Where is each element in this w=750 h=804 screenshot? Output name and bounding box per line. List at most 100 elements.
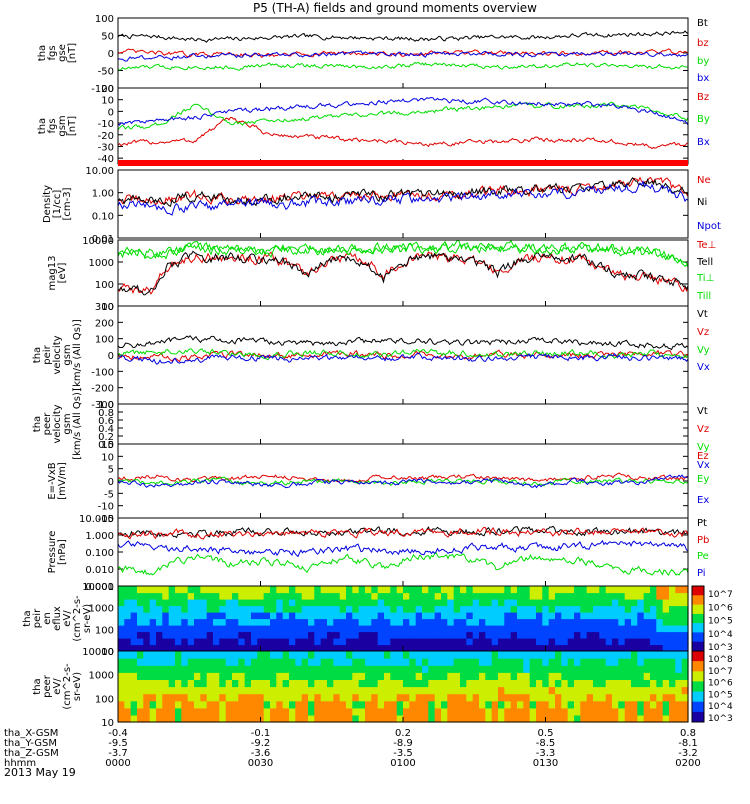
- heatmap-cell: [504, 586, 512, 594]
- heatmap-cell: [498, 651, 505, 659]
- heatmap-cell: [580, 679, 588, 688]
- heatmap-cell: [130, 665, 138, 673]
- heatmap-cell: [339, 693, 347, 702]
- heatmap-cell: [612, 658, 619, 666]
- heatmap-cell: [491, 586, 499, 594]
- heatmap-cell: [320, 665, 328, 673]
- heatmap-cell: [396, 644, 404, 652]
- heatmap-cell: [618, 586, 626, 594]
- heatmap-cell: [504, 693, 512, 702]
- heatmap-cell: [276, 679, 284, 688]
- heatmap-cell: [175, 700, 182, 709]
- heatmap-cell: [358, 644, 366, 652]
- y-tick-label: -200: [91, 384, 114, 395]
- heatmap-cell: [257, 625, 265, 633]
- heatmap-cell: [225, 605, 233, 613]
- heatmap-cell: [320, 714, 328, 723]
- heatmap-cell: [137, 658, 144, 666]
- heatmap-cell: [232, 665, 239, 673]
- heatmap-cell: [675, 707, 683, 716]
- heatmap-cell: [605, 586, 613, 594]
- heatmap-cell: [181, 599, 189, 607]
- heatmap-cell: [137, 638, 144, 646]
- heatmap-cell: [422, 693, 429, 702]
- heatmap-cell: [624, 625, 632, 633]
- heatmap-cell: [156, 592, 163, 600]
- heatmap-cell: [238, 686, 246, 695]
- heatmap-cell: [168, 665, 176, 673]
- heatmap-cell: [187, 612, 195, 620]
- heatmap-cell: [301, 592, 309, 600]
- y-tick-label: 10: [101, 647, 114, 658]
- heatmap-cell: [352, 586, 360, 594]
- heatmap-cell: [295, 679, 303, 688]
- heatmap-cell: [498, 599, 505, 607]
- heatmap-cell: [593, 599, 600, 607]
- heatmap-cell: [453, 592, 461, 600]
- heatmap-cell: [238, 672, 246, 680]
- heatmap-cell: [675, 700, 683, 709]
- heatmap-cell: [485, 631, 493, 639]
- heatmap-cell: [295, 707, 303, 716]
- legend-item: Vy: [697, 442, 710, 453]
- heatmap-cell: [390, 592, 398, 600]
- heatmap-cell: [232, 714, 239, 723]
- heatmap-cell: [574, 700, 581, 709]
- heatmap-cell: [156, 672, 163, 680]
- heatmap-cell: [580, 631, 588, 639]
- date-label: 2013 May 19: [4, 766, 76, 779]
- heatmap-cell: [137, 592, 144, 600]
- heatmap-cell: [675, 651, 683, 659]
- legend-item: Tell: [696, 257, 713, 268]
- heatmap-cell: [194, 679, 201, 688]
- heatmap-cell: [377, 638, 385, 646]
- heatmap-cell: [631, 625, 638, 633]
- heatmap-cell: [168, 672, 176, 680]
- heatmap-cell: [137, 714, 144, 723]
- heatmap-cell: [662, 586, 670, 594]
- heatmap-cell: [327, 665, 334, 673]
- heatmap-cell: [308, 599, 315, 607]
- heatmap-cell: [352, 651, 360, 659]
- heatmap-cell: [346, 693, 353, 702]
- y-tick-label: 0.4: [98, 424, 114, 435]
- heatmap-cell: [542, 700, 550, 709]
- heatmap-cell: [143, 665, 151, 673]
- heatmap-cell: [561, 686, 569, 695]
- heatmap-cell: [365, 658, 372, 666]
- heatmap-cell: [662, 644, 670, 652]
- heatmap-cell: [656, 625, 664, 633]
- heatmap-cell: [491, 612, 499, 620]
- heatmap-cell: [434, 618, 442, 626]
- heatmap-cell: [276, 631, 284, 639]
- heatmap-cell: [225, 707, 233, 716]
- heatmap-cell: [320, 592, 328, 600]
- y-axis-label: peer: [42, 674, 53, 698]
- heatmap-cell: [517, 672, 524, 680]
- heatmap-cell: [542, 707, 550, 716]
- heatmap-cell: [149, 658, 157, 666]
- legend-item: Vy: [697, 345, 710, 356]
- heatmap-cell: [434, 586, 442, 594]
- heatmap-cell: [403, 700, 410, 709]
- heatmap-cell: [441, 592, 448, 600]
- heatmap-cell: [504, 707, 512, 716]
- heatmap-cell: [295, 672, 303, 680]
- heatmap-cell: [327, 700, 334, 709]
- heatmap-cell: [301, 714, 309, 723]
- heatmap-cell: [466, 679, 474, 688]
- heatmap-cell: [168, 631, 176, 639]
- heatmap-cell: [270, 612, 277, 620]
- heatmap-cell: [346, 679, 353, 688]
- heatmap-cell: [270, 631, 277, 639]
- heatmap-cell: [485, 618, 493, 626]
- heatmap-cell: [567, 618, 575, 626]
- heatmap-cell: [232, 599, 239, 607]
- heatmap-cell: [675, 618, 683, 626]
- heatmap-cell: [403, 651, 410, 659]
- heatmap-cell: [637, 693, 645, 702]
- heatmap-cell: [257, 612, 265, 620]
- heatmap-cell: [308, 679, 315, 688]
- heatmap-cell: [403, 625, 410, 633]
